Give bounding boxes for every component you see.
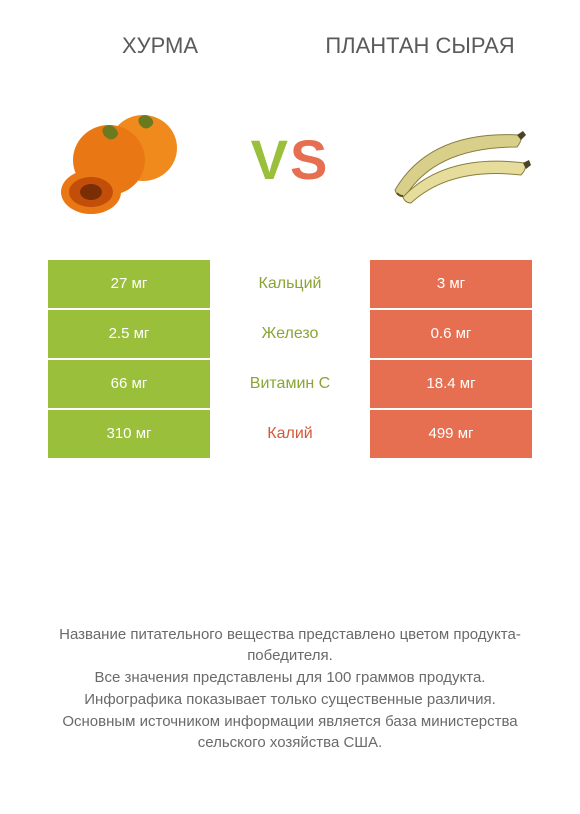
left-product-title: ХУРМА bbox=[60, 32, 260, 60]
right-value: 3 мг bbox=[370, 260, 532, 308]
left-value: 310 мг bbox=[48, 410, 210, 458]
table-row: 27 мг Кальций 3 мг bbox=[48, 260, 532, 308]
right-value: 18.4 мг bbox=[370, 360, 532, 408]
vs-s: S bbox=[290, 128, 329, 191]
vs-label: VS bbox=[251, 127, 330, 192]
left-product-image bbox=[40, 95, 210, 225]
right-product-image bbox=[370, 95, 540, 225]
right-value: 0.6 мг bbox=[370, 310, 532, 358]
footer-notes: Название питательного вещества представл… bbox=[0, 624, 580, 755]
nutrient-name: Калий bbox=[210, 410, 370, 458]
footer-line: Название питательного вещества представл… bbox=[30, 624, 550, 668]
left-value: 2.5 мг bbox=[48, 310, 210, 358]
nutrient-name: Кальций bbox=[210, 260, 370, 308]
footer-line: Инфографика показывает только существенн… bbox=[30, 689, 550, 711]
left-value: 27 мг bbox=[48, 260, 210, 308]
vs-area: VS bbox=[0, 70, 580, 260]
left-value: 66 мг bbox=[48, 360, 210, 408]
table-row: 66 мг Витамин C 18.4 мг bbox=[48, 360, 532, 408]
nutrient-name: Железо bbox=[210, 310, 370, 358]
plantain-icon bbox=[375, 105, 535, 215]
comparison-table: 27 мг Кальций 3 мг 2.5 мг Железо 0.6 мг … bbox=[48, 260, 532, 458]
vs-v: V bbox=[251, 128, 290, 191]
right-product-title: ПЛАНТАН СЫРАЯ bbox=[320, 32, 520, 60]
persimmon-icon bbox=[45, 100, 205, 220]
footer-line: Все значения представлены для 100 граммо… bbox=[30, 667, 550, 689]
footer-line: Основным источником информации является … bbox=[30, 711, 550, 755]
table-row: 2.5 мг Железо 0.6 мг bbox=[48, 310, 532, 358]
table-row: 310 мг Калий 499 мг bbox=[48, 410, 532, 458]
header: ХУРМА ПЛАНТАН СЫРАЯ bbox=[0, 0, 580, 70]
nutrient-name: Витамин C bbox=[210, 360, 370, 408]
right-value: 499 мг bbox=[370, 410, 532, 458]
